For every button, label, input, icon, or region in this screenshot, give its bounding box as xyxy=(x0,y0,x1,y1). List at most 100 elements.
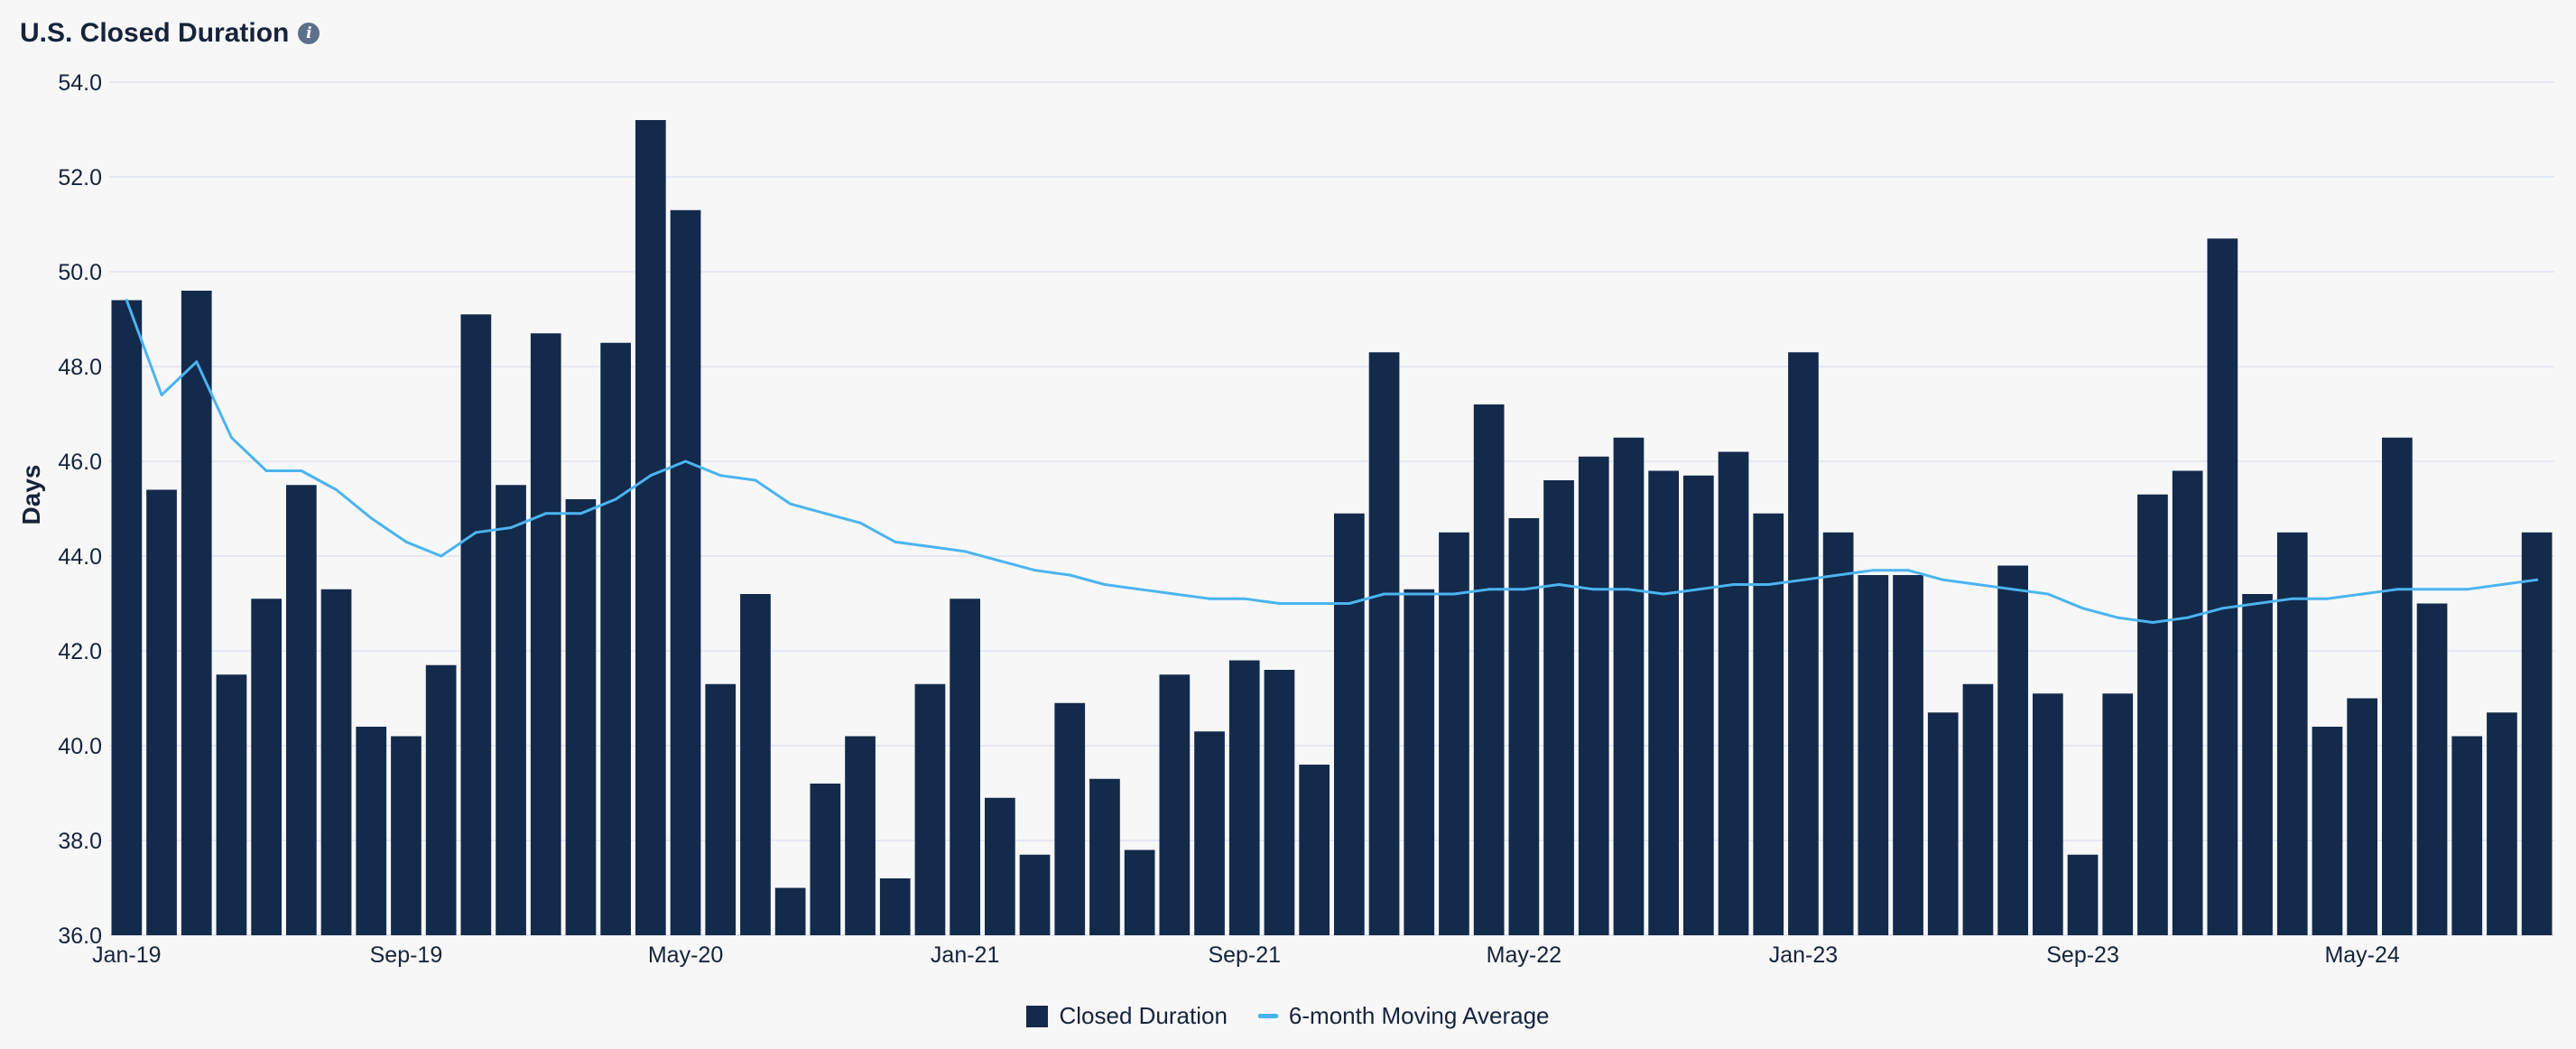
bar-Apr-21[interactable] xyxy=(1054,702,1086,935)
bar-Aug-20[interactable] xyxy=(774,887,806,936)
bar-Feb-21[interactable] xyxy=(985,797,1015,935)
moving-average-point xyxy=(1557,583,1561,586)
bar-Aug-21[interactable] xyxy=(1194,731,1225,935)
bar-Jun-23[interactable] xyxy=(1962,683,1994,935)
bar-Nov-23[interactable] xyxy=(2137,494,2168,935)
bar-Dec-21[interactable] xyxy=(1334,513,1365,935)
bar-Nov-20[interactable] xyxy=(879,878,911,935)
moving-average-point xyxy=(2256,602,2259,605)
bar-Feb-20[interactable] xyxy=(565,499,597,935)
bar-Jan-22[interactable] xyxy=(1368,352,1400,935)
bar-Oct-21[interactable] xyxy=(1264,670,1295,935)
bar-Nov-21[interactable] xyxy=(1299,765,1330,935)
bar-Aug-24[interactable] xyxy=(2451,736,2483,936)
bar-Mar-22[interactable] xyxy=(1439,532,1469,935)
bar-Oct-20[interactable] xyxy=(845,736,876,936)
bar-May-22[interactable] xyxy=(1508,518,1540,935)
moving-average-point xyxy=(998,559,1002,562)
bar-Jul-22[interactable] xyxy=(1578,456,1609,935)
bar-Jul-21[interactable] xyxy=(1159,674,1191,935)
legend-item-line[interactable]: 6-month Moving Average xyxy=(1257,1002,1550,1030)
bar-Jun-20[interactable] xyxy=(705,683,737,935)
bar-Nov-19[interactable] xyxy=(460,314,492,935)
bar-Oct-24[interactable] xyxy=(2521,532,2553,935)
bar-May-23[interactable] xyxy=(1927,712,1959,935)
bar-May-24[interactable] xyxy=(2347,698,2377,936)
bar-May-21[interactable] xyxy=(1089,778,1120,935)
bar-Sep-22[interactable] xyxy=(1648,470,1679,936)
x-tick-label: May-22 xyxy=(1487,942,1561,968)
moving-average-point xyxy=(2220,607,2224,610)
bar-Jul-23[interactable] xyxy=(1997,565,2028,936)
moving-average-point xyxy=(1941,578,1945,581)
bar-Jan-19[interactable] xyxy=(111,300,143,936)
moving-average-point xyxy=(2535,578,2539,581)
moving-average-point xyxy=(1383,592,1386,596)
bar-Sep-23[interactable] xyxy=(2067,854,2099,935)
y-axis-ticks: 36.0 38.0 40.0 42.0 44.0 46.0 48.0 50.0 52.0 54.0 xyxy=(58,70,102,949)
bar-Mar-19[interactable] xyxy=(181,291,212,935)
bar-Jun-24[interactable] xyxy=(2382,437,2413,935)
bar-Sep-19[interactable] xyxy=(391,736,422,936)
bar-Jun-21[interactable] xyxy=(1124,849,1155,936)
moving-average-point xyxy=(1138,588,1142,591)
x-tick-label: May-24 xyxy=(2324,942,2399,968)
moving-average-point xyxy=(1802,578,1805,581)
moving-average-point xyxy=(229,436,233,440)
bar-Jan-23[interactable] xyxy=(1788,352,1819,935)
bar-Apr-19[interactable] xyxy=(216,674,247,935)
bar-Dec-20[interactable] xyxy=(914,683,946,935)
bar-Mar-24[interactable] xyxy=(2276,532,2308,935)
bar-swatch xyxy=(1026,1005,1049,1027)
bar-Feb-22[interactable] xyxy=(1404,589,1435,935)
bar-Jun-19[interactable] xyxy=(286,485,317,935)
bar-Dec-19[interactable] xyxy=(496,485,526,935)
bar-Mar-20[interactable] xyxy=(600,342,631,935)
bar-Jan-21[interactable] xyxy=(950,599,980,935)
bar-Mar-21[interactable] xyxy=(1019,854,1051,935)
bar-Aug-22[interactable] xyxy=(1613,437,1645,935)
bar-Oct-23[interactable] xyxy=(2102,693,2134,935)
x-tick-label: Sep-21 xyxy=(1208,942,1281,968)
bar-Sep-24[interactable] xyxy=(2487,712,2517,935)
bar-May-20[interactable] xyxy=(670,209,701,935)
bar-Jan-20[interactable] xyxy=(530,333,561,935)
bar-Nov-22[interactable] xyxy=(1718,451,1749,936)
y-tick-label: 40.0 xyxy=(58,734,102,759)
bar-Jul-20[interactable] xyxy=(740,594,771,935)
bar-Mar-23[interactable] xyxy=(1858,575,1889,935)
moving-average-point xyxy=(1487,588,1491,591)
info-icon[interactable]: i xyxy=(298,23,320,44)
bar-Oct-19[interactable] xyxy=(425,664,457,935)
bar-Dec-22[interactable] xyxy=(1753,513,1784,935)
moving-average-point xyxy=(579,512,582,515)
moving-average-point xyxy=(2431,588,2434,591)
bar-Oct-22[interactable] xyxy=(1683,475,1714,935)
bar-Apr-23[interactable] xyxy=(1893,575,1923,935)
bar-Apr-20[interactable] xyxy=(635,120,666,935)
bar-Feb-24[interactable] xyxy=(2242,594,2273,935)
bar-Feb-19[interactable] xyxy=(146,489,177,936)
bar-Jul-24[interactable] xyxy=(2416,603,2448,936)
moving-average-point xyxy=(1766,583,1770,586)
bar-Jul-19[interactable] xyxy=(320,589,352,935)
bar-May-19[interactable] xyxy=(251,599,282,935)
bar-Sep-21[interactable] xyxy=(1228,660,1260,936)
bar-Sep-20[interactable] xyxy=(810,784,841,935)
chart-header: U.S. Closed Duration i xyxy=(20,18,320,49)
moving-average-point xyxy=(1068,573,1071,577)
bar-Aug-23[interactable] xyxy=(2033,693,2063,935)
bar-Apr-24[interactable] xyxy=(2312,727,2343,935)
moving-average-line[interactable] xyxy=(125,299,2537,624)
bar-Dec-23[interactable] xyxy=(2172,470,2203,936)
bar-Apr-22[interactable] xyxy=(1473,404,1505,935)
legend-item-bars[interactable]: Closed Duration xyxy=(1026,1002,1228,1030)
moving-average-point xyxy=(1522,588,1525,591)
moving-average-point xyxy=(1277,602,1281,605)
bar-Jan-24[interactable] xyxy=(2207,238,2238,935)
y-tick-label: 48.0 xyxy=(58,355,102,380)
bar-Aug-19[interactable] xyxy=(356,727,387,935)
moving-average-point xyxy=(2325,597,2329,600)
bar-Feb-23[interactable] xyxy=(1822,532,1854,935)
bar-Jun-22[interactable] xyxy=(1543,480,1574,935)
